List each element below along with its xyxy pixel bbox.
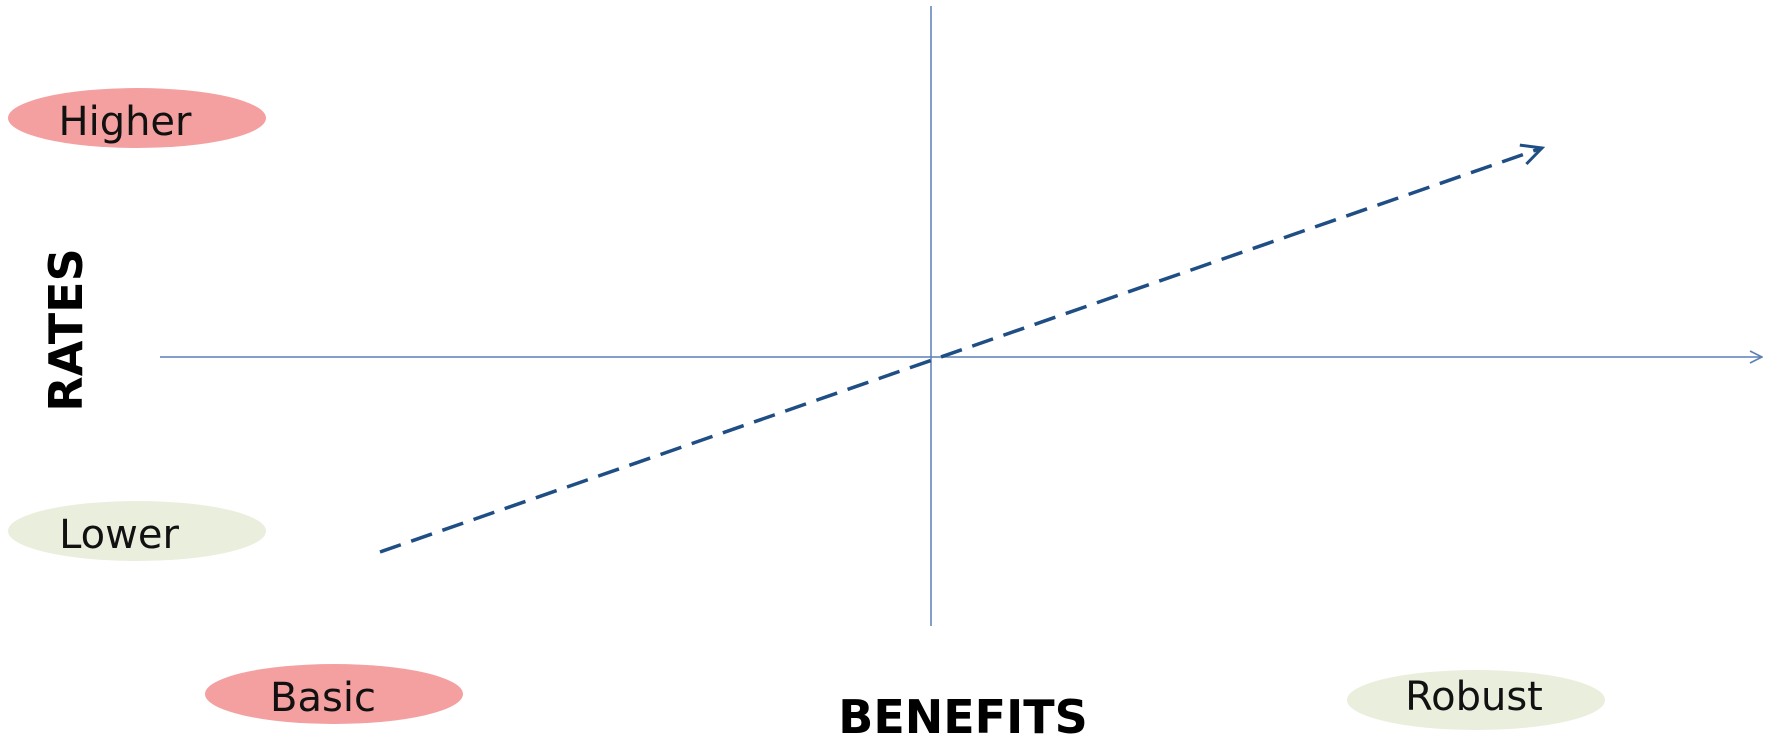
basic-label-pill: Basic [205, 664, 463, 724]
robust-label: Robust [1405, 674, 1543, 720]
lower-pill-shape [8, 501, 266, 561]
higher-label-pill: Higher [8, 88, 266, 148]
trend-arrow [379, 143, 1546, 554]
higher-label: Higher [59, 99, 193, 145]
higher-pill-shape [8, 88, 266, 148]
robust-label-pill: Robust [1347, 670, 1605, 730]
basic-label: Basic [270, 675, 376, 721]
basic-pill-shape [205, 664, 463, 724]
robust-pill-shape [1347, 670, 1605, 730]
lower-label: Lower [59, 512, 179, 558]
lower-label-pill: Lower [8, 501, 266, 561]
y-axis-title: RATES [39, 248, 93, 411]
x-axis-title: BENEFITS [838, 690, 1087, 737]
